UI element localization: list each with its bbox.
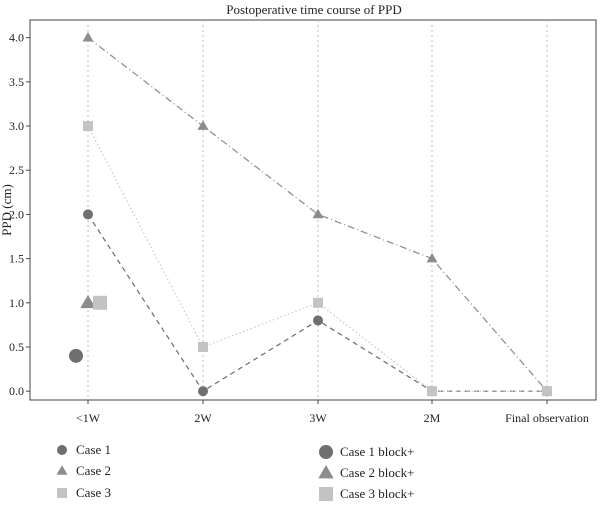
legend-label-case-1: Case 1 — [76, 442, 111, 457]
legend-marker-block-3 — [319, 487, 333, 501]
block-point-1 — [69, 348, 83, 363]
legend: Case 1 Case 2 Case 3 Case 1 block+ Case 2 bl… — [56, 442, 414, 501]
legend-marker-case-3 — [57, 488, 67, 498]
y-tick-label-1: 0.5 — [9, 340, 24, 354]
legend-label-block-1: Case 1 block+ — [340, 444, 414, 459]
series-3-point-1 — [198, 341, 208, 352]
y-axis-label: PPD (cm) — [0, 184, 14, 236]
y-axis: 0.0 0.5 1.0 1.5 2.0 2.5 3.0 3.5 4.0 — [9, 31, 30, 398]
y-tick-label-8: 4.0 — [9, 31, 24, 45]
y-tick-label-4: 2.0 — [9, 207, 24, 221]
y-tick-label-0: 0.0 — [9, 384, 24, 398]
x-tick-label-1: 2W — [194, 411, 212, 425]
legend-marker-block-1 — [319, 445, 333, 459]
legend-label-case-2: Case 2 — [76, 463, 111, 478]
y-tick-label-6: 3.0 — [9, 119, 24, 133]
series-1-point-0 — [83, 209, 93, 220]
series-3-point-4 — [542, 386, 552, 397]
series-markers — [82, 31, 553, 397]
plot-frame — [29, 19, 597, 401]
legend-marker-case-2 — [56, 465, 68, 475]
x-tick-label-4: Final observation — [505, 411, 589, 425]
series-2-point-1 — [197, 120, 209, 130]
legend-label-block-3: Case 3 block+ — [340, 486, 414, 501]
y-tick-label-2: 1.0 — [9, 296, 24, 310]
legend-label-block-2: Case 2 block+ — [340, 465, 414, 480]
y-tick-label-5: 2.5 — [9, 163, 24, 177]
x-tick-label-0: <1W — [76, 411, 101, 425]
series-1-point-1 — [198, 386, 208, 397]
block-markers — [69, 294, 107, 363]
legend-label-case-3: Case 3 — [76, 485, 111, 500]
x-tick-label-3: 2M — [424, 411, 441, 425]
x-tick-label-2: 3W — [309, 411, 327, 425]
block-point-3 — [93, 295, 107, 310]
block-point-2 — [80, 294, 96, 309]
x-axis: <1W 2W 3W 2M Final observation — [76, 400, 589, 425]
legend-marker-case-1 — [57, 445, 67, 455]
series-2-point-3 — [426, 252, 438, 263]
y-tick-label-7: 3.5 — [9, 75, 24, 89]
series-1-point-2 — [313, 315, 323, 326]
y-tick-label-3: 1.5 — [9, 252, 24, 266]
series-3-point-2 — [313, 297, 323, 308]
series-3-point-3 — [427, 386, 437, 397]
legend-marker-block-2 — [318, 465, 334, 479]
series-3-point-0 — [83, 121, 93, 132]
series-2-point-2 — [312, 208, 324, 219]
series-2-point-0 — [82, 31, 94, 42]
chart-title: Postoperative time course of PPD — [226, 2, 401, 17]
